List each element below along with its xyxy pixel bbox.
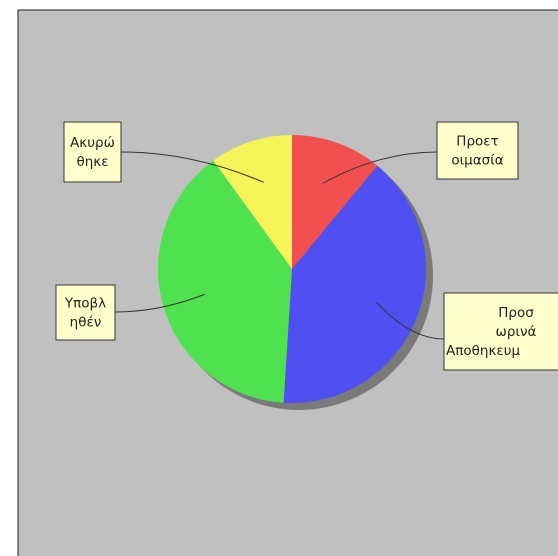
slice-label-4: Ακυρώ θηκε (63, 121, 122, 183)
pie-group: Προετ οιμασία Προσ ωρινά Αποθηκευμ Υποβλ ηθέν Α… (55, 121, 558, 410)
slice-label-text: Ακυρώ (70, 135, 115, 151)
slice-label-box (436, 121, 519, 180)
leader-lines (114, 151, 445, 340)
slice-label-text: Προετ (456, 134, 498, 150)
slice-label-box (63, 121, 122, 183)
pie-slice-4 (213, 135, 292, 269)
pie-slice-1 (292, 135, 378, 269)
slice-label-3: Υποβλ ηθέν (55, 284, 116, 341)
slice-label-box (443, 292, 558, 371)
pie-slices (157, 135, 427, 404)
slice-labels: Προετ οιμασία Προσ ωρινά Αποθηκευμ Υποβλ ηθέν Α… (55, 121, 558, 371)
slice-label-text: Προσ (498, 305, 534, 321)
leader-line-4 (120, 151, 264, 183)
slice-label-box (55, 284, 116, 341)
leader-line-2 (376, 302, 445, 340)
slice-label-text: Υποβλ (64, 296, 106, 312)
slice-label-1: Προετ οιμασία (436, 121, 519, 180)
slice-label-text: ωρινά (496, 324, 537, 340)
slice-label-text: θηκε (76, 154, 108, 170)
slice-label-text: Αποθηκευμ (446, 343, 521, 359)
pie-slice-2 (283, 165, 427, 404)
slice-label-text: ηθέν (70, 315, 102, 331)
leader-line-1 (322, 151, 438, 184)
slice-label-2: Προσ ωρινά Αποθηκευμ (443, 292, 558, 371)
pie-slice-3 (157, 160, 292, 403)
leader-line-3 (114, 293, 205, 313)
slice-label-text: οιμασία (451, 153, 503, 169)
